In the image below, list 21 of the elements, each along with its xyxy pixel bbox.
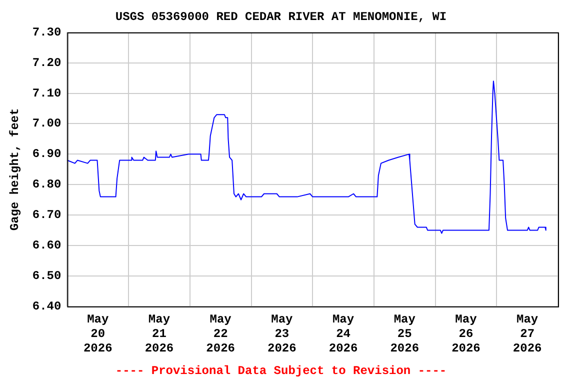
y-tick-label: 7.00 [32, 116, 62, 131]
x-tick-label: May 22 2026 [206, 312, 235, 356]
y-tick-label: 6.90 [32, 147, 62, 162]
x-tick-label: May 27 2026 [512, 312, 542, 356]
y-tick-label: 6.40 [32, 299, 62, 314]
y-tick-label: 7.10 [32, 86, 62, 100]
x-tick-label: May 20 2026 [83, 312, 112, 356]
text: ---- Provisional Data Subject to Revision ---- [115, 364, 447, 378]
y-tick-label: 7.20 [32, 56, 62, 70]
y-tick-label: 7.30 [32, 25, 62, 40]
chart-title: USGS 05369000 RED CEDAR RIVER AT MENOMONIE, WI [115, 10, 447, 24]
x-tick-label: May 24 2026 [328, 312, 358, 356]
x-tick-label: May 26 2026 [452, 312, 480, 356]
y-tick-label: 6.80 [32, 178, 62, 192]
y-tick-label: 6.60 [32, 238, 62, 253]
y-axis-title: Gage height, feet [8, 108, 22, 231]
y-tick-label: 6.70 [32, 208, 62, 222]
y-tick-label: 6.50 [32, 268, 62, 283]
x-tick-label: May 23 2026 [268, 312, 296, 356]
x-tick-label: May 25 2026 [390, 312, 420, 356]
x-tick-label: May 21 2026 [144, 312, 174, 356]
